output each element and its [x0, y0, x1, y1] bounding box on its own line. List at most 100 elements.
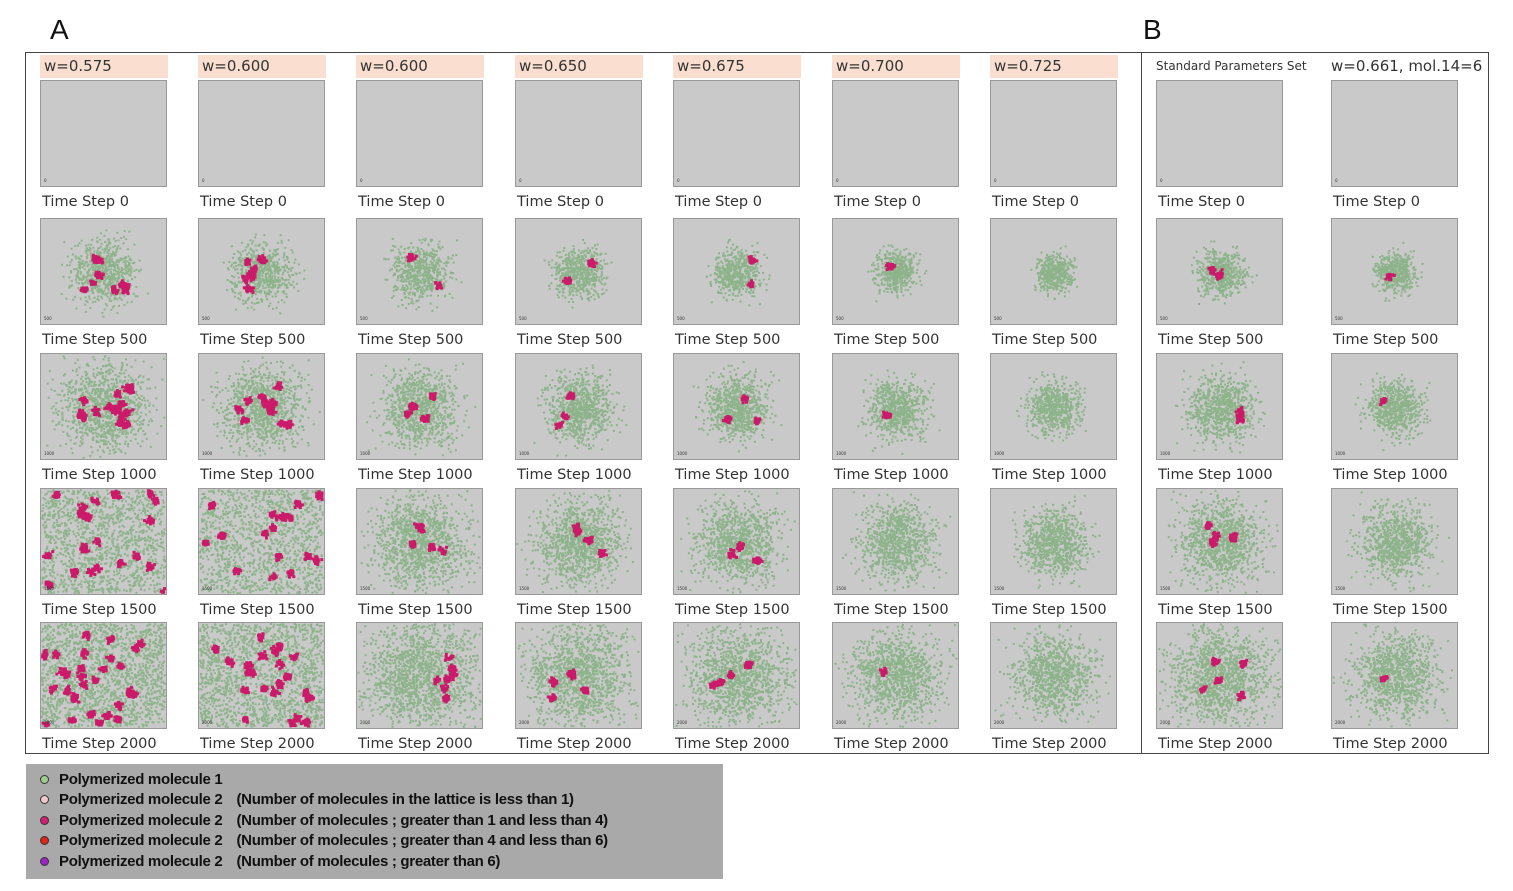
green-molecule-dot: [125, 669, 128, 672]
green-molecule-dot: [41, 713, 44, 716]
magenta-cluster-dot: [147, 563, 151, 567]
green-molecule-dot: [112, 503, 114, 505]
green-molecule-dot: [132, 680, 134, 683]
green-molecule-dot: [140, 538, 143, 541]
green-molecule-dot: [100, 577, 103, 580]
green-molecule-dot: [109, 449, 111, 452]
green-molecule-dot: [126, 531, 129, 534]
green-molecule-dot: [141, 501, 144, 504]
green-molecule-dot: [118, 525, 121, 528]
green-molecule-dot: [100, 535, 103, 538]
green-molecule-dot: [107, 359, 110, 362]
green-molecule-dot: [125, 429, 128, 432]
green-molecule-dot: [103, 535, 106, 538]
green-molecule-dot: [81, 438, 84, 441]
green-molecule-dot: [62, 532, 65, 535]
green-molecule-dot: [74, 442, 77, 445]
green-molecule-dot: [45, 505, 48, 508]
green-molecule-dot: [161, 505, 164, 508]
green-molecule-dot: [108, 684, 111, 687]
green-molecule-dot: [109, 565, 111, 568]
green-molecule-dot: [138, 531, 141, 534]
green-molecule-dot: [158, 717, 161, 720]
green-molecule-dot: [125, 264, 128, 267]
magenta-cluster-dot: [77, 413, 81, 417]
green-molecule-dot: [148, 587, 151, 590]
green-molecule-dot: [107, 590, 110, 593]
green-molecule-dot: [109, 548, 112, 551]
green-molecule-dot: [75, 381, 78, 384]
green-molecule-dot: [118, 687, 121, 690]
green-molecule-dot: [123, 687, 126, 690]
green-molecule-dot: [92, 397, 95, 400]
green-molecule-dot: [116, 403, 118, 406]
green-molecule-dot: [126, 396, 129, 399]
green-molecule-dot: [62, 563, 65, 566]
green-molecule-dot: [152, 574, 155, 576]
green-molecule-dot: [125, 358, 127, 361]
green-molecule-dot: [66, 425, 69, 428]
green-molecule-dot: [78, 404, 81, 407]
green-molecule-dot: [126, 673, 129, 676]
magenta-cluster-dot: [131, 408, 135, 412]
green-molecule-dot: [66, 406, 69, 409]
green-molecule-dot: [57, 627, 60, 630]
green-molecule-dot: [140, 636, 143, 639]
green-molecule-dot: [52, 582, 55, 584]
green-molecule-dot: [65, 649, 67, 652]
green-molecule-dot: [136, 394, 139, 396]
green-molecule-dot: [82, 563, 85, 565]
magenta-cluster-dot: [117, 401, 121, 405]
green-molecule-dot: [153, 572, 156, 574]
green-molecule-dot: [55, 500, 58, 503]
green-molecule-dot: [139, 495, 141, 498]
green-molecule-dot: [57, 665, 59, 668]
green-molecule-dot: [47, 705, 50, 708]
green-molecule-dot: [51, 536, 54, 539]
green-molecule-dot: [57, 532, 60, 535]
green-molecule-dot: [116, 434, 119, 436]
green-molecule-dot: [119, 508, 122, 511]
magenta-cluster-dot: [92, 408, 96, 412]
green-molecule-dot: [51, 569, 54, 571]
green-molecule-dot: [105, 514, 108, 517]
green-molecule-dot: [111, 438, 114, 441]
green-molecule-dot: [116, 581, 119, 583]
magenta-cluster-dot: [110, 406, 114, 410]
green-molecule-dot: [92, 372, 95, 375]
green-molecule-dot: [52, 498, 55, 501]
green-molecule-dot: [105, 371, 108, 374]
green-molecule-dot: [55, 556, 58, 559]
green-molecule-dot: [91, 404, 94, 407]
green-molecule-dot: [102, 415, 105, 418]
green-molecule-dot: [130, 574, 133, 577]
green-molecule-dot: [84, 261, 87, 263]
magenta-cluster-dot: [85, 287, 89, 291]
magenta-cluster-dot: [82, 400, 86, 404]
green-molecule-dot: [101, 290, 104, 293]
green-molecule-dot: [159, 513, 162, 516]
green-molecule-dot: [156, 658, 159, 661]
magenta-cluster-dot: [80, 502, 84, 506]
green-molecule-dot: [87, 428, 90, 431]
green-molecule-dot: [80, 569, 83, 572]
green-molecule-dot: [115, 251, 118, 254]
green-molecule-dot: [87, 587, 90, 590]
green-molecule-dot: [63, 357, 66, 360]
green-molecule-dot: [66, 255, 69, 258]
green-molecule-dot: [42, 524, 45, 527]
green-molecule-dot: [59, 490, 62, 493]
green-molecule-dot: [58, 516, 61, 519]
green-molecule-dot: [106, 541, 109, 544]
green-molecule-dot: [83, 575, 85, 578]
green-molecule-dot: [103, 308, 106, 311]
green-molecule-dot: [144, 406, 147, 409]
green-molecule-dot: [103, 279, 106, 282]
green-molecule-dot: [114, 724, 117, 727]
green-molecule-dot: [51, 378, 54, 381]
green-molecule-dot: [162, 661, 165, 664]
green-molecule-dot: [114, 240, 117, 242]
green-molecule-dot: [84, 280, 87, 283]
green-molecule-dot: [133, 243, 136, 246]
green-molecule-dot: [102, 424, 105, 427]
